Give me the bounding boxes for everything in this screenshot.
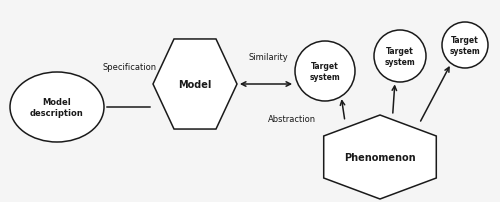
- Text: Abstraction: Abstraction: [268, 115, 316, 123]
- Text: Phenomenon: Phenomenon: [344, 152, 416, 162]
- Text: Target
system: Target system: [384, 47, 416, 66]
- Circle shape: [374, 31, 426, 83]
- Circle shape: [442, 23, 488, 69]
- Circle shape: [295, 42, 355, 101]
- Polygon shape: [324, 115, 436, 199]
- Text: Model
description: Model description: [30, 98, 84, 117]
- Text: Specification: Specification: [103, 63, 157, 72]
- Text: Similarity: Similarity: [248, 53, 288, 62]
- Text: Model: Model: [178, 80, 212, 89]
- Ellipse shape: [10, 73, 104, 142]
- Text: Target
system: Target system: [450, 36, 480, 55]
- Polygon shape: [153, 40, 237, 129]
- Text: Target
system: Target system: [310, 62, 340, 81]
